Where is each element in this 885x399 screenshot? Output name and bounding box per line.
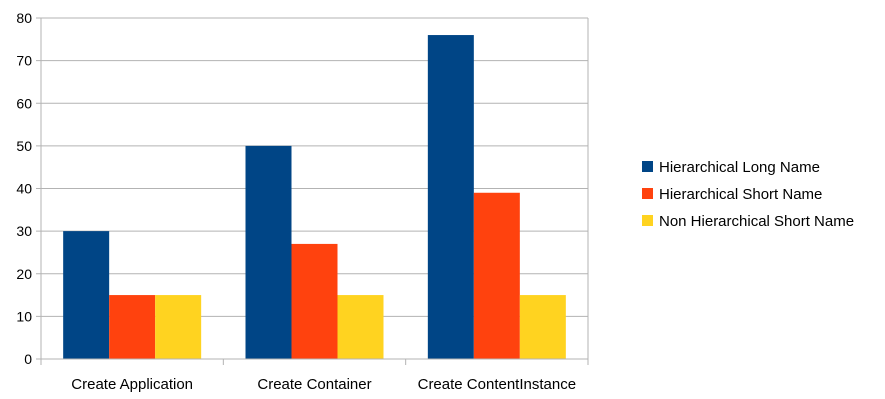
bar-2-3	[473, 192, 520, 359]
legend-label-1: Hierarchical Long Name	[659, 159, 820, 176]
y-tick-label: 40	[16, 181, 32, 197]
bar-2-2	[291, 243, 338, 359]
bar-1-1	[63, 231, 110, 359]
y-tick-label: 30	[16, 223, 32, 239]
x-axis-tick-labels: Create Application Create Container Create…	[71, 376, 576, 393]
y-axis-tick-labels: 0 10 20 30 40 50 60 70 80	[16, 10, 32, 367]
y-tick-label: 60	[16, 95, 32, 111]
y-tick-label: 70	[16, 53, 32, 69]
y-tick-label: 20	[16, 266, 32, 282]
bars	[63, 35, 566, 360]
bar-1-3	[427, 35, 474, 360]
x-tick-label: Create Container	[257, 376, 371, 393]
axes	[36, 17, 589, 365]
bar-3-2	[337, 295, 384, 359]
bar-3-3	[519, 295, 566, 359]
bar-3-1	[155, 295, 202, 359]
x-tick-label: Create Application	[71, 376, 193, 393]
y-tick-label: 10	[16, 308, 32, 324]
y-tick-label: 0	[24, 351, 32, 367]
bar-2-1	[109, 295, 156, 359]
y-tick-label: 80	[16, 10, 32, 26]
legend-swatch-3	[642, 215, 653, 226]
legend-swatch-2	[642, 188, 653, 199]
y-tick-label: 50	[16, 138, 32, 154]
legend: Hierarchical Long Name Hierarchical Short…	[642, 159, 854, 230]
x-tick-label: Create ContentInstance	[418, 376, 576, 393]
legend-label-3: Non Hierarchical Short Name	[659, 213, 854, 230]
legend-swatch-1	[642, 161, 653, 172]
bar-1-2	[245, 145, 292, 359]
legend-label-2: Hierarchical Short Name	[659, 186, 822, 203]
